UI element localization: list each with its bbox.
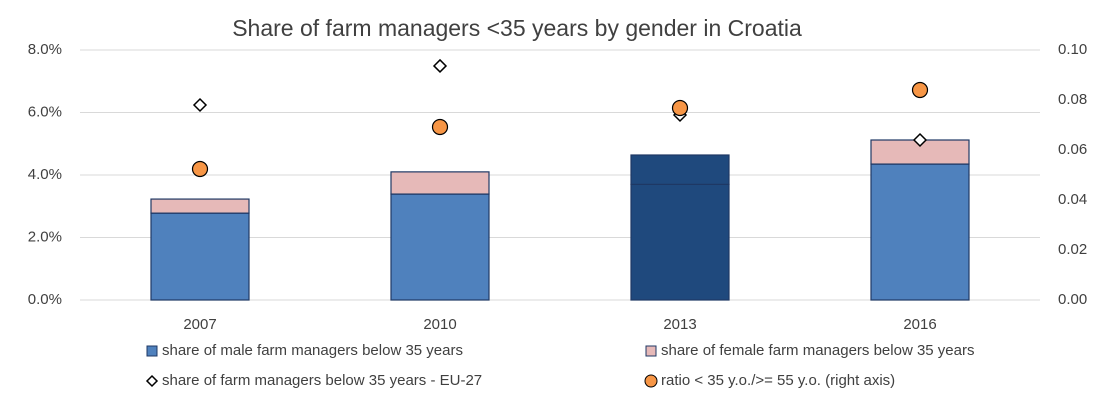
y-tick-label: 4.0%: [28, 166, 62, 183]
diamond-marker: [432, 58, 448, 73]
bar: [150, 212, 250, 301]
bar: [870, 163, 970, 301]
bar: [630, 183, 730, 301]
legend-swatch: [146, 345, 158, 357]
circle-marker: [671, 99, 689, 117]
y2-tick-label: 0.04: [1058, 191, 1087, 208]
y-tick-label: 2.0%: [28, 228, 62, 245]
y2-tick-label: 0.10: [1058, 41, 1087, 58]
legend-swatch: [145, 374, 159, 388]
y-tick-label: 0.0%: [28, 291, 62, 308]
chart-title: Share of farm managers <35 years by gend…: [232, 15, 802, 41]
y-tick-label: 8.0%: [28, 41, 62, 58]
circle-marker: [431, 118, 449, 136]
bar: [150, 198, 250, 214]
legend-label: share of male farm managers below 35 yea…: [162, 342, 463, 359]
y2-tick-label: 0.08: [1058, 91, 1087, 108]
x-tick-label: 2007: [183, 316, 216, 333]
circle-marker: [191, 160, 209, 178]
diamond-marker: [192, 97, 208, 113]
x-tick-label: 2016: [903, 316, 936, 333]
y-tick-label: 6.0%: [28, 103, 62, 120]
legend-label: share of farm managers below 35 years - …: [162, 372, 482, 389]
y2-tick-label: 0.02: [1058, 241, 1087, 258]
bar: [390, 193, 490, 301]
circle-marker: [911, 81, 929, 99]
bar: [630, 154, 730, 185]
y2-tick-label: 0.00: [1058, 291, 1087, 308]
bar: [390, 171, 490, 195]
legend-swatch: [644, 374, 658, 388]
y2-tick-label: 0.06: [1058, 141, 1087, 158]
legend-label: share of female farm managers below 35 y…: [661, 342, 974, 359]
x-tick-label: 2013: [663, 316, 696, 333]
diamond-marker: [912, 132, 928, 148]
legend-label: ratio < 35 y.o./>= 55 y.o. (right axis): [661, 372, 895, 389]
legend-swatch: [645, 345, 657, 357]
x-tick-label: 2010: [423, 316, 456, 333]
